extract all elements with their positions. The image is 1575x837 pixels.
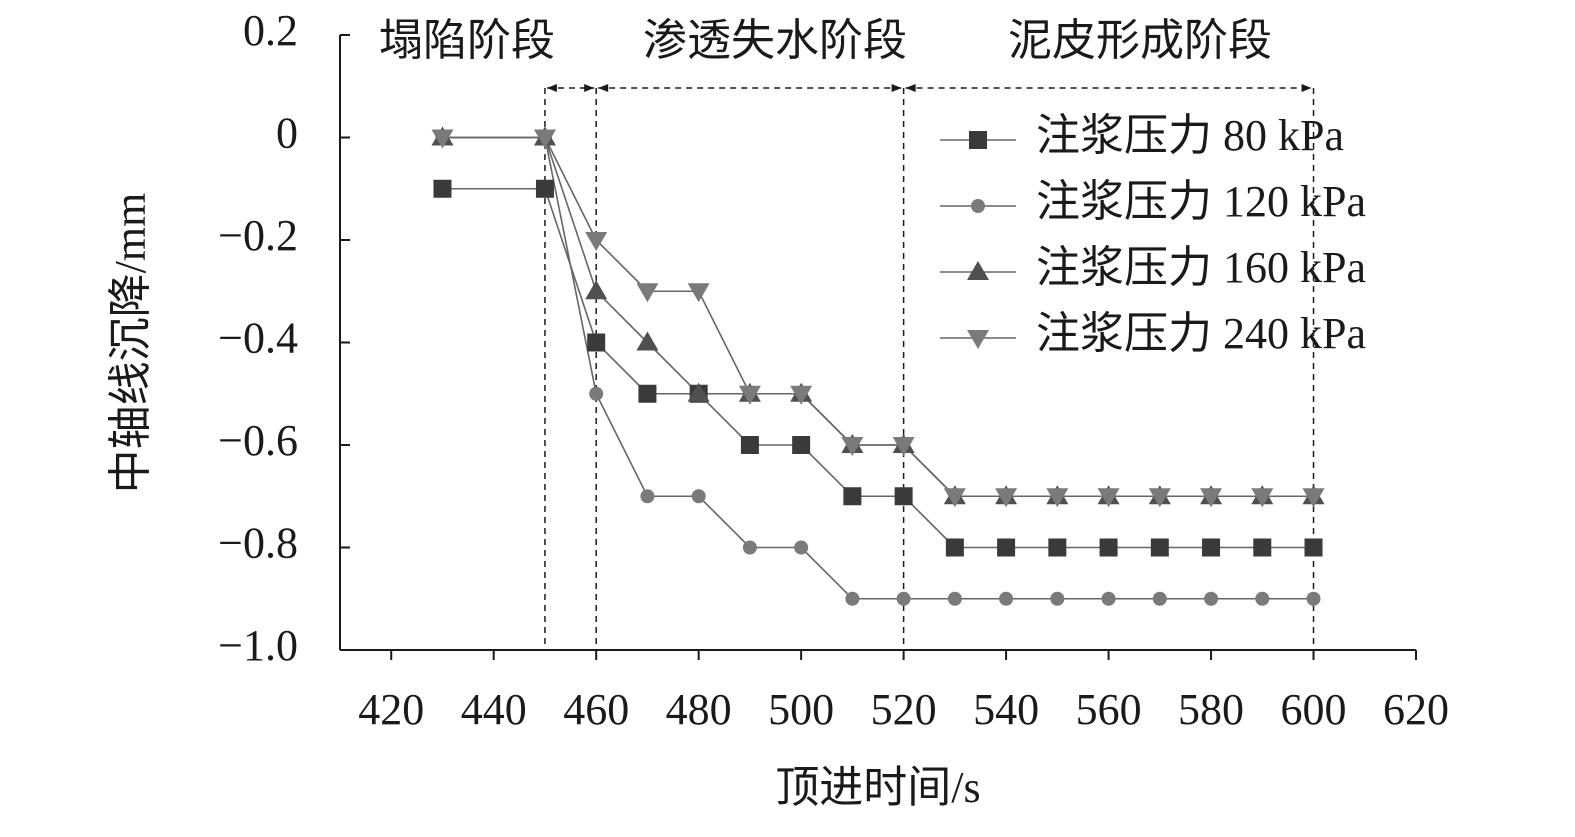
- y-tick-label: −0.2: [218, 211, 298, 260]
- marker: [1251, 488, 1274, 508]
- x-tick-label: 580: [1178, 685, 1244, 734]
- legend-marker: [967, 261, 989, 280]
- marker: [1204, 591, 1219, 606]
- x-tick-label: 500: [768, 685, 834, 734]
- legend-marker: [969, 131, 987, 149]
- legend-label: 注浆压力 240 kPa: [1036, 309, 1366, 358]
- marker: [997, 538, 1016, 557]
- marker: [1150, 538, 1169, 557]
- marker: [585, 232, 608, 251]
- marker: [740, 436, 759, 454]
- y-tick-label: −0.4: [218, 314, 298, 363]
- marker: [896, 591, 911, 606]
- legend-marker: [967, 330, 989, 349]
- marker: [738, 385, 761, 405]
- marker: [585, 280, 608, 300]
- marker: [892, 437, 915, 456]
- marker: [1148, 488, 1171, 508]
- marker: [1304, 538, 1323, 557]
- marker: [691, 489, 706, 504]
- phase-label: 渗透失水阶段: [643, 16, 907, 65]
- legend-marker: [971, 199, 985, 213]
- legend-label: 注浆压力 120 kPa: [1036, 177, 1366, 226]
- marker: [640, 489, 655, 504]
- marker: [1046, 488, 1069, 508]
- marker: [638, 384, 657, 403]
- marker: [1097, 488, 1120, 508]
- y-tick-label: 0.2: [243, 6, 298, 55]
- marker: [636, 331, 659, 351]
- marker: [1202, 538, 1221, 557]
- marker: [1048, 538, 1067, 557]
- marker: [742, 540, 757, 555]
- y-axis-title: 中轴线沉降/mm: [106, 193, 155, 494]
- marker: [1306, 591, 1321, 606]
- marker: [1200, 488, 1223, 508]
- marker: [845, 591, 860, 606]
- marker: [945, 538, 964, 557]
- marker: [947, 591, 962, 606]
- marker: [533, 129, 556, 149]
- marker: [636, 283, 659, 303]
- marker: [535, 179, 554, 198]
- marker: [687, 283, 710, 303]
- marker: [943, 488, 966, 508]
- x-tick-label: 560: [1076, 685, 1142, 734]
- x-tick-label: 540: [973, 685, 1039, 734]
- y-tick-label: −0.8: [218, 519, 298, 568]
- x-tick-label: 480: [666, 685, 732, 734]
- marker: [1050, 591, 1065, 606]
- marker: [1255, 591, 1270, 606]
- x-tick-label: 600: [1281, 685, 1347, 734]
- x-tick-label: 520: [871, 685, 937, 734]
- y-tick-label: −0.6: [218, 416, 298, 465]
- y-tick-label: −1.0: [218, 621, 298, 670]
- marker: [1101, 591, 1116, 606]
- marker: [792, 436, 811, 454]
- legend-label: 注浆压力 80 kPa: [1036, 111, 1344, 160]
- marker: [841, 437, 864, 456]
- x-tick-label: 440: [461, 685, 527, 734]
- marker: [794, 540, 809, 555]
- legend-label: 注浆压力 160 kPa: [1036, 243, 1366, 292]
- x-axis-title: 顶进时间/s: [775, 763, 980, 812]
- x-tick-label: 460: [563, 685, 629, 734]
- marker: [589, 386, 604, 401]
- y-tick-label: 0: [276, 109, 298, 158]
- marker: [1253, 538, 1272, 557]
- marker: [1099, 538, 1118, 557]
- x-tick-label: 620: [1383, 685, 1449, 734]
- marker: [433, 179, 452, 198]
- marker: [894, 487, 913, 506]
- marker: [790, 385, 813, 405]
- marker: [843, 487, 862, 506]
- marker: [587, 333, 606, 352]
- marker: [1152, 591, 1167, 606]
- marker: [1302, 488, 1325, 508]
- marker: [999, 591, 1014, 606]
- marker: [687, 382, 710, 402]
- phase-label: 塌陷阶段: [379, 16, 555, 65]
- marker: [995, 488, 1018, 508]
- marker: [431, 129, 454, 149]
- x-tick-label: 420: [358, 685, 424, 734]
- phase-label: 泥皮形成阶段: [1008, 16, 1272, 65]
